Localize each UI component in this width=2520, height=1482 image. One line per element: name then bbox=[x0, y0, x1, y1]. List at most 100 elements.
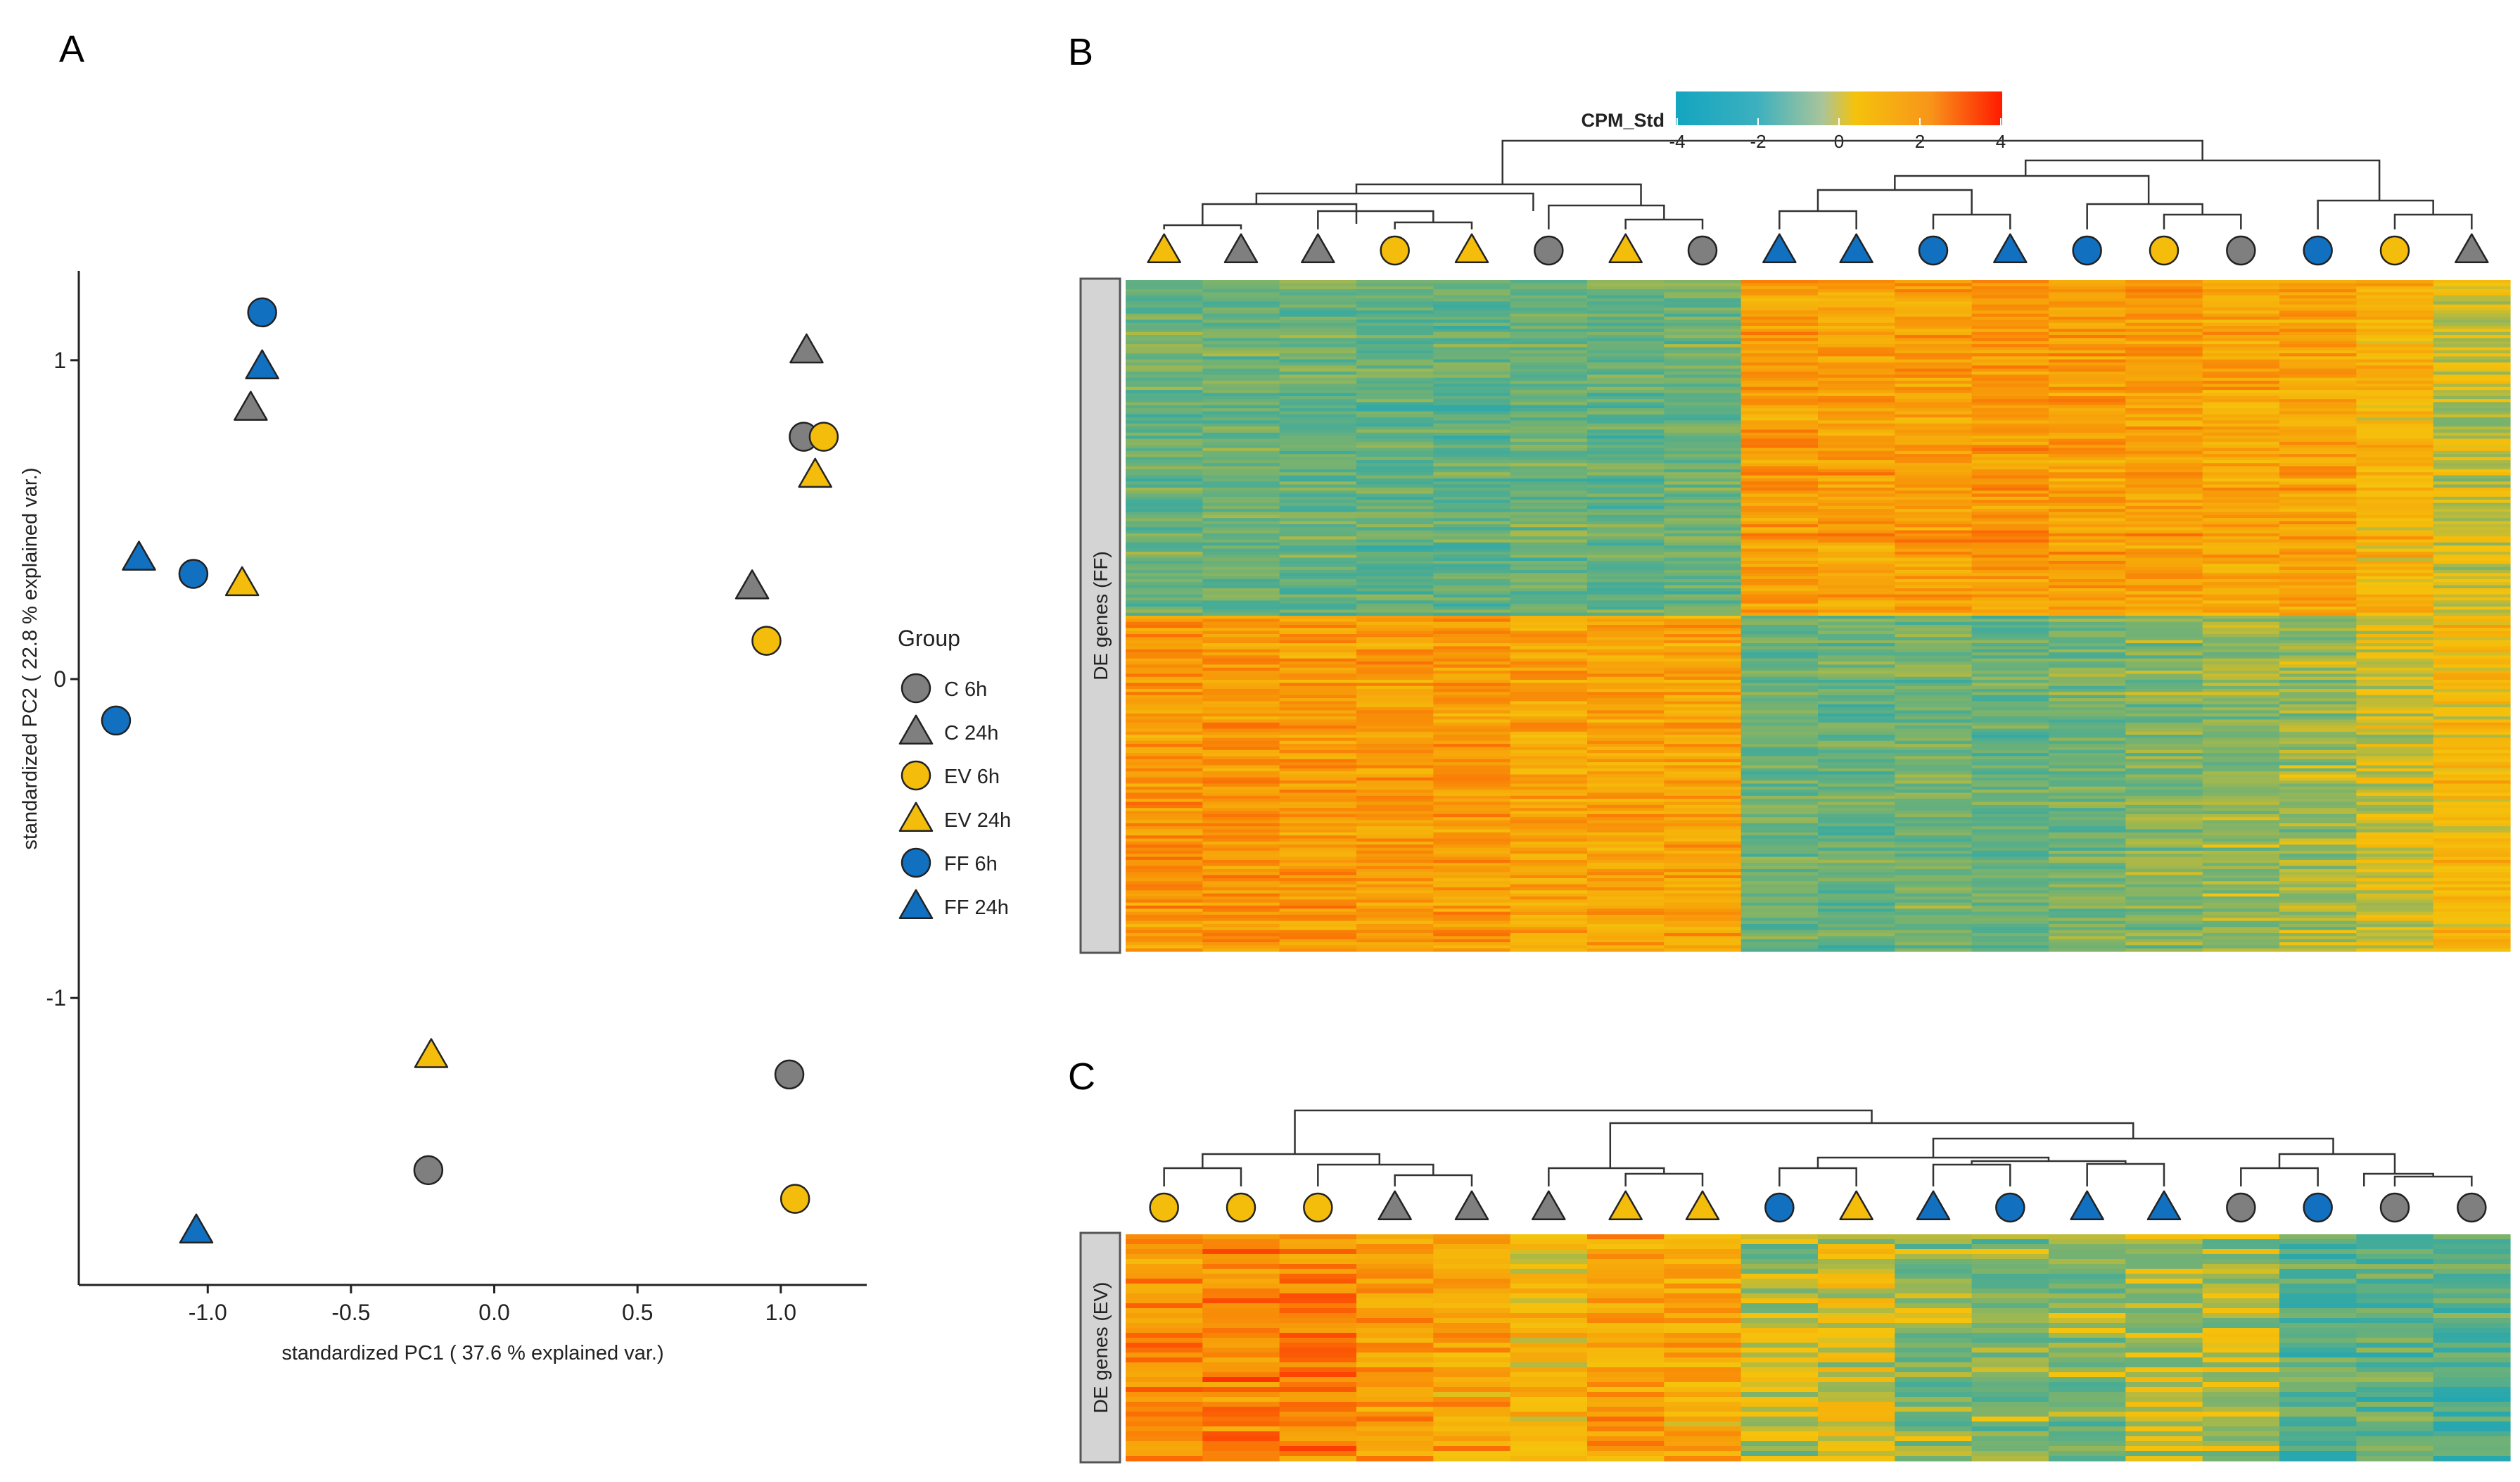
heatmap-cell-ff bbox=[1741, 790, 1819, 794]
heatmap-cell-ff bbox=[1356, 619, 1434, 623]
heatmap-cell-ff bbox=[2279, 295, 2357, 299]
heatmap-cell-ff bbox=[1356, 594, 1434, 598]
heatmap-cell-ff bbox=[2356, 799, 2434, 803]
heatmap-cell-ev bbox=[1202, 1392, 1280, 1398]
heatmap-cell-ff bbox=[1971, 804, 2049, 809]
heatmap-cell-ff bbox=[2049, 808, 2126, 812]
pca-point-c-circle bbox=[774, 1059, 805, 1090]
heatmap-cell-ff bbox=[1741, 847, 1819, 851]
heatmap-cell-ff bbox=[1126, 551, 1203, 555]
heatmap-cell-ff bbox=[2049, 372, 2126, 376]
heatmap-cell-ff bbox=[1356, 368, 1434, 372]
heatmap-cell-ff bbox=[2356, 603, 2434, 607]
heatmap-cell-ff bbox=[1741, 664, 1819, 669]
heatmap-cell-ff bbox=[1741, 301, 1819, 305]
heatmap-cell-ev bbox=[1202, 1387, 1280, 1393]
heatmap-cell-ev bbox=[1971, 1318, 2049, 1324]
heatmap-cell-ff bbox=[1356, 585, 1434, 589]
column-symbol-ev-c-circle bbox=[2226, 1192, 2256, 1223]
heatmap-cell-ff bbox=[1279, 799, 1357, 803]
heatmap-cell-ff bbox=[1433, 283, 1511, 287]
heatmap-cell-ff bbox=[1202, 582, 1280, 586]
heatmap-cell-ff bbox=[2202, 942, 2280, 946]
heatmap-cell-ff bbox=[1971, 509, 2049, 513]
heatmap-cell-ff bbox=[2356, 555, 2434, 559]
dendrogram-branch-ev bbox=[1778, 1167, 1857, 1186]
pca-y-tick-label: 1 bbox=[53, 348, 66, 373]
heatmap-cell-ff bbox=[1741, 353, 1819, 357]
heatmap-cell-ff bbox=[1279, 322, 1357, 327]
heatmap-cell-ff bbox=[2202, 551, 2280, 555]
heatmap-cell-ff bbox=[2125, 502, 2203, 507]
heatmap-cell-ff bbox=[1971, 283, 2049, 287]
heatmap-cell-ff bbox=[1356, 490, 1434, 495]
heatmap-cell-ff bbox=[1126, 313, 1203, 317]
heatmap-cell-ff bbox=[1895, 500, 1973, 504]
heatmap-cell-ff bbox=[2125, 854, 2203, 858]
heatmap-cell-ev bbox=[1971, 1372, 2049, 1378]
heatmap-cell-ff bbox=[1202, 759, 1280, 763]
heatmap-cell-ff bbox=[2279, 634, 2357, 638]
heatmap-cell-ff bbox=[1126, 350, 1203, 354]
heatmap-cell-ff bbox=[1818, 804, 1895, 809]
heatmap-cell-ff bbox=[1510, 484, 1588, 488]
heatmap-cell-ff bbox=[2202, 573, 2280, 577]
heatmap-cell-ff bbox=[2202, 393, 2280, 397]
heatmap-cell-ff bbox=[1664, 817, 1742, 821]
heatmap-cell-ff bbox=[2356, 292, 2434, 296]
heatmap-cell-ff bbox=[1510, 514, 1588, 519]
heatmap-cell-ev bbox=[1971, 1436, 2049, 1442]
heatmap-cell-ff bbox=[2049, 399, 2126, 403]
heatmap-cell-ff bbox=[2125, 726, 2203, 730]
heatmap-cell-ff bbox=[1664, 685, 1742, 690]
heatmap-cell-ev bbox=[1510, 1303, 1588, 1309]
heatmap-cell-ff bbox=[2279, 402, 2357, 406]
heatmap-cell-ff bbox=[1126, 548, 1203, 552]
heatmap-cell-ff bbox=[1818, 905, 1895, 909]
heatmap-cell-ff bbox=[1279, 436, 1357, 440]
heatmap-cell-ff bbox=[1126, 908, 1203, 913]
heatmap-cell-ff bbox=[1664, 365, 1742, 369]
heatmap-cell-ev bbox=[2125, 1353, 2203, 1358]
heatmap-cell-ff bbox=[1356, 920, 1434, 925]
heatmap-cell-ff bbox=[1971, 911, 2049, 916]
heatmap-cell-ff bbox=[2202, 344, 2280, 348]
heatmap-cell-ff bbox=[1971, 588, 2049, 592]
heatmap-cell-ff bbox=[2125, 621, 2203, 626]
dendrogram-branch-ev bbox=[1394, 1174, 1473, 1186]
heatmap-cell-ff bbox=[2125, 932, 2203, 937]
heatmap-cell-ff bbox=[2356, 490, 2434, 495]
heatmap-cell-ff bbox=[1202, 551, 1280, 555]
heatmap-cell-ff bbox=[2279, 591, 2357, 595]
heatmap-cell-ff bbox=[1895, 625, 1973, 628]
heatmap-cell-ff bbox=[1279, 619, 1357, 623]
heatmap-cell-ff bbox=[1971, 420, 2049, 424]
heatmap-cell-ev bbox=[2356, 1284, 2434, 1289]
heatmap-cell-ff bbox=[1279, 304, 1357, 308]
heatmap-cell-ff bbox=[1279, 740, 1357, 745]
heatmap-cell-ff bbox=[1279, 512, 1357, 516]
heatmap-cell-ff bbox=[1279, 792, 1357, 797]
heatmap-cell-ff bbox=[1741, 902, 1819, 906]
heatmap-cell-ff bbox=[1433, 893, 1511, 897]
heatmap-cell-ff bbox=[2279, 484, 2357, 488]
heatmap-cell-ff bbox=[2279, 747, 2357, 751]
heatmap-cell-ff bbox=[1510, 395, 1588, 400]
heatmap-cell-ff bbox=[1971, 347, 2049, 351]
heatmap-cell-ev bbox=[1895, 1293, 1973, 1299]
heatmap-cell-ff bbox=[1971, 850, 2049, 854]
heatmap-cell-ff bbox=[1279, 514, 1357, 519]
heatmap-cell-ev bbox=[2202, 1234, 2280, 1240]
heatmap-cell-ff bbox=[1741, 606, 1819, 610]
heatmap-cell-ff bbox=[1818, 326, 1895, 329]
heatmap-cell-ff bbox=[1202, 487, 1280, 491]
heatmap-cell-ff bbox=[2279, 652, 2357, 656]
heatmap-cell-ff bbox=[2125, 505, 2203, 509]
heatmap-cell-ff bbox=[2433, 786, 2511, 790]
heatmap-cell-ev bbox=[1433, 1288, 1511, 1294]
heatmap-cell-ff bbox=[1971, 338, 2049, 342]
heatmap-cell-ff bbox=[2049, 685, 2126, 690]
heatmap-cell-ff bbox=[1971, 655, 2049, 659]
heatmap-cell-ff bbox=[1971, 500, 2049, 504]
heatmap-cell-ff bbox=[1664, 609, 1742, 614]
